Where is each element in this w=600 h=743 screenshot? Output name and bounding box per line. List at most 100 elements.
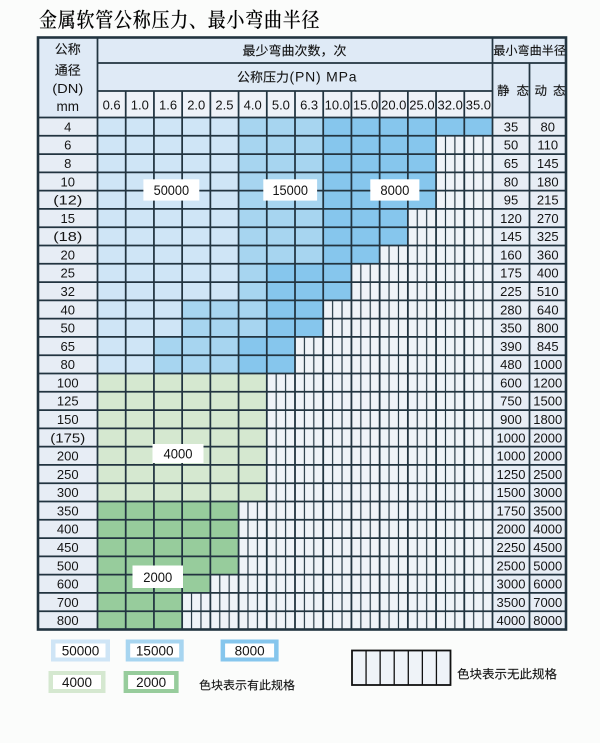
svg-text:80: 80 — [61, 357, 75, 372]
svg-text:20: 20 — [61, 247, 75, 262]
svg-text:390: 390 — [500, 339, 522, 354]
svg-text:50: 50 — [504, 138, 518, 153]
svg-text:2500: 2500 — [533, 467, 562, 482]
svg-text:8000: 8000 — [380, 182, 409, 198]
svg-text:600: 600 — [500, 375, 522, 390]
svg-text:(18): (18) — [53, 229, 82, 244]
svg-text:800: 800 — [537, 321, 559, 336]
svg-text:150: 150 — [57, 412, 79, 427]
svg-text:180: 180 — [537, 174, 559, 189]
svg-text:15: 15 — [61, 211, 75, 226]
svg-text:4000: 4000 — [62, 675, 92, 690]
svg-text:80: 80 — [504, 174, 518, 189]
svg-text:300: 300 — [57, 485, 79, 500]
svg-text:5.0: 5.0 — [272, 97, 290, 112]
svg-text:50000: 50000 — [62, 643, 100, 658]
svg-text:1800: 1800 — [533, 412, 562, 427]
svg-text:2000: 2000 — [533, 449, 562, 464]
svg-text:1200: 1200 — [533, 375, 562, 390]
svg-text:25: 25 — [61, 266, 75, 281]
svg-text:65: 65 — [504, 156, 518, 171]
svg-text:280: 280 — [500, 302, 522, 317]
svg-text:0.6: 0.6 — [103, 97, 121, 112]
svg-text:10.0: 10.0 — [325, 97, 350, 112]
svg-text:40: 40 — [61, 302, 75, 317]
svg-text:80: 80 — [541, 119, 555, 134]
svg-text:400: 400 — [537, 266, 559, 281]
svg-text:2000: 2000 — [533, 430, 562, 445]
svg-text:4.0: 4.0 — [244, 97, 262, 112]
svg-text:95: 95 — [504, 193, 518, 208]
svg-text:6: 6 — [64, 138, 71, 153]
svg-text:125: 125 — [57, 394, 79, 409]
svg-text:750: 750 — [500, 394, 522, 409]
svg-text:mm: mm — [57, 99, 80, 114]
svg-text:175: 175 — [500, 266, 522, 281]
svg-text:200: 200 — [57, 449, 79, 464]
svg-text:640: 640 — [537, 302, 559, 317]
svg-text:1000: 1000 — [497, 449, 526, 464]
svg-text:250: 250 — [57, 467, 79, 482]
svg-text:3500: 3500 — [497, 595, 526, 610]
svg-text:5000: 5000 — [533, 558, 562, 573]
svg-text:225: 225 — [500, 284, 522, 299]
svg-text:50000: 50000 — [154, 182, 190, 198]
svg-text:2000: 2000 — [136, 675, 166, 690]
svg-text:4000: 4000 — [497, 613, 526, 628]
svg-text:25.0: 25.0 — [409, 97, 434, 112]
svg-text:2500: 2500 — [497, 558, 526, 573]
svg-text:(12): (12) — [53, 193, 82, 208]
svg-text:35.0: 35.0 — [466, 97, 491, 112]
svg-text:120: 120 — [500, 211, 522, 226]
svg-text:160: 160 — [500, 247, 522, 262]
svg-text:65: 65 — [61, 339, 75, 354]
svg-text:2000: 2000 — [143, 569, 172, 585]
svg-text:360: 360 — [537, 247, 559, 262]
svg-text:8000: 8000 — [235, 643, 265, 658]
svg-text:2250: 2250 — [497, 540, 526, 555]
svg-text:325: 325 — [537, 229, 559, 244]
svg-text:4: 4 — [64, 119, 71, 134]
svg-text:510: 510 — [537, 284, 559, 299]
svg-text:35: 35 — [504, 119, 518, 134]
svg-text:1000: 1000 — [533, 357, 562, 372]
svg-text:6.3: 6.3 — [300, 97, 318, 112]
svg-text:4500: 4500 — [533, 540, 562, 555]
svg-text:900: 900 — [500, 412, 522, 427]
svg-text:3000: 3000 — [497, 577, 526, 592]
svg-text:20.0: 20.0 — [381, 97, 406, 112]
svg-text:350: 350 — [500, 321, 522, 336]
svg-text:1.0: 1.0 — [131, 97, 149, 112]
svg-text:1500: 1500 — [497, 485, 526, 500]
svg-text:500: 500 — [57, 558, 79, 573]
svg-text:450: 450 — [57, 540, 79, 555]
svg-text:1.6: 1.6 — [159, 97, 177, 112]
svg-text:50: 50 — [61, 321, 75, 336]
svg-text:15.0: 15.0 — [353, 97, 378, 112]
svg-text:400: 400 — [57, 522, 79, 537]
svg-text:1000: 1000 — [497, 430, 526, 445]
svg-text:215: 215 — [537, 193, 559, 208]
svg-text:1750: 1750 — [497, 503, 526, 518]
svg-text:2.5: 2.5 — [215, 97, 233, 112]
svg-text:2000: 2000 — [497, 522, 526, 537]
svg-text:6000: 6000 — [533, 577, 562, 592]
svg-text:1500: 1500 — [533, 394, 562, 409]
svg-text:7000: 7000 — [533, 595, 562, 610]
svg-text:3500: 3500 — [533, 503, 562, 518]
svg-text:(175): (175) — [50, 430, 85, 445]
svg-text:600: 600 — [57, 577, 79, 592]
svg-text:480: 480 — [500, 357, 522, 372]
svg-text:8000: 8000 — [533, 613, 562, 628]
svg-text:145: 145 — [500, 229, 522, 244]
svg-text:4000: 4000 — [533, 522, 562, 537]
svg-text:800: 800 — [57, 613, 79, 628]
svg-text:1250: 1250 — [497, 467, 526, 482]
svg-text:32.0: 32.0 — [438, 97, 463, 112]
svg-text:8: 8 — [64, 156, 71, 171]
svg-text:4000: 4000 — [164, 446, 193, 462]
svg-text:(PN) MPa: (PN) MPa — [290, 69, 358, 85]
svg-text:845: 845 — [537, 339, 559, 354]
svg-text:3000: 3000 — [533, 485, 562, 500]
svg-text:10: 10 — [61, 174, 75, 189]
